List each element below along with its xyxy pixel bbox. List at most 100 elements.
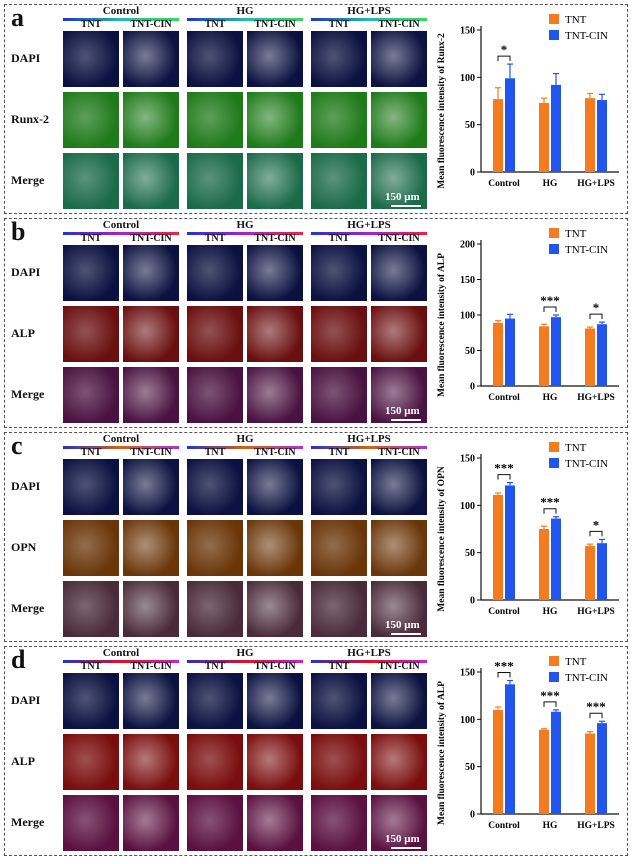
legend-label: TNT <box>565 656 587 668</box>
micrograph-alp <box>63 734 119 790</box>
legend-label: TNT-CIN <box>565 458 608 470</box>
micrograph-runx-2 <box>123 92 179 148</box>
significance-bracket <box>589 313 603 320</box>
micrograph-dapi <box>63 673 119 729</box>
significance-bracket <box>543 508 557 514</box>
micrograph-merge <box>311 153 367 209</box>
group-gradient-bar <box>63 18 179 21</box>
bar-tnt <box>585 98 595 172</box>
panel-b: b Control TNT TNT-CIN HG TNT TNT-CIN HG+LPS TNT T… <box>4 217 628 428</box>
subgroup-header: TNT <box>328 233 350 244</box>
subgroup-header: TNT <box>204 447 226 458</box>
y-tick-label: 200 <box>460 240 475 251</box>
panel-d: d Control TNT TNT-CIN HG TNT TNT-CIN HG+LPS TNT T… <box>4 645 628 856</box>
subgroup-header: TNT <box>204 233 226 244</box>
micrograph-runx-2 <box>63 92 119 148</box>
micrograph-alp <box>247 734 303 790</box>
legend-swatch <box>549 458 559 468</box>
micrograph-merge <box>123 795 179 851</box>
micrograph-opn <box>63 520 119 576</box>
significance-bracket <box>497 672 511 678</box>
row-label: ALP <box>11 326 35 340</box>
micrograph-merge <box>247 367 303 423</box>
scale-bar-label: 150 μm <box>385 833 420 845</box>
micrograph-dapi <box>371 245 427 301</box>
subgroup-header: TNT-CIN <box>130 233 172 244</box>
x-tick-label: HG+LPS <box>577 607 615 617</box>
x-tick-label: Control <box>488 179 520 189</box>
significance-bracket <box>543 701 557 707</box>
micrograph-opn <box>371 520 427 576</box>
row-label: OPN <box>11 540 37 554</box>
y-axis-label: Mean fluorescence intensity of OPN <box>437 466 447 612</box>
group-header: HG <box>236 433 254 445</box>
scale-bar-label: 150 μm <box>385 191 420 203</box>
micrograph-dapi <box>311 459 367 515</box>
significance-marker: * <box>593 300 600 315</box>
micrograph-dapi <box>187 31 243 87</box>
micrograph-merge <box>63 367 119 423</box>
bar-chart: Mean fluorescence intensity of Runx-2 0 50… <box>437 14 619 189</box>
micrograph-runx-2 <box>247 92 303 148</box>
subgroup-header: TNT <box>204 19 226 30</box>
legend-label: TNT-CIN <box>565 672 608 684</box>
bar-tnt <box>585 546 595 600</box>
micrograph-merge <box>63 153 119 209</box>
row-label: Merge <box>11 815 45 829</box>
legend-label: TNT <box>565 14 587 26</box>
group-gradient-bar <box>63 232 179 235</box>
x-tick-label: HG <box>543 821 558 831</box>
row-label: ALP <box>11 754 35 768</box>
panel-label: a <box>11 3 24 32</box>
row-label: Merge <box>11 601 45 615</box>
bar-tnt-cin <box>597 723 607 814</box>
legend-label: TNT-CIN <box>565 30 608 42</box>
micrograph-dapi <box>311 31 367 87</box>
scale-bar <box>391 205 421 207</box>
y-tick-label: 100 <box>460 715 475 726</box>
micrograph-merge <box>371 581 427 637</box>
bar-tnt-cin <box>551 711 561 814</box>
bar-tnt-cin <box>551 317 561 386</box>
row-label: DAPI <box>11 265 41 279</box>
significance-bracket <box>497 55 511 62</box>
x-tick-label: Control <box>488 393 520 403</box>
legend-label: TNT <box>565 442 587 454</box>
micrograph-dapi <box>63 31 119 87</box>
bar-tnt <box>539 729 549 814</box>
legend-swatch <box>549 672 559 682</box>
significance-bracket <box>589 712 603 719</box>
legend-swatch <box>549 14 559 24</box>
micrograph-opn <box>187 520 243 576</box>
bar-chart: Mean fluorescence intensity of ALP 0 50 100… <box>437 228 619 403</box>
micrograph-dapi <box>187 673 243 729</box>
significance-marker: *** <box>540 293 560 308</box>
y-tick-label: 150 <box>460 668 475 679</box>
subgroup-header: TNT <box>80 661 102 672</box>
y-tick-label: 0 <box>470 168 475 179</box>
group-header: HG <box>236 647 254 659</box>
micrograph-dapi <box>187 245 243 301</box>
micrograph-opn <box>311 520 367 576</box>
micrograph-merge <box>311 795 367 851</box>
significance-marker: * <box>501 42 508 57</box>
micrograph-merge <box>123 153 179 209</box>
bar-tnt <box>493 99 503 172</box>
row-label: Merge <box>11 387 45 401</box>
micrograph-dapi <box>63 459 119 515</box>
group-header: Control <box>102 647 140 659</box>
bar-tnt-cin <box>597 324 607 386</box>
bar-tnt <box>539 102 549 172</box>
legend-swatch <box>549 442 559 452</box>
y-axis-label: Mean fluorescence intensity of ALP <box>437 681 447 825</box>
micrograph-opn <box>247 520 303 576</box>
panel-label: c <box>11 431 23 460</box>
significance-marker: * <box>593 517 600 532</box>
significance-bracket <box>497 474 511 480</box>
panel-label: b <box>11 217 26 246</box>
micrograph-merge <box>63 795 119 851</box>
group-header: Control <box>102 433 140 445</box>
row-label: DAPI <box>11 693 41 707</box>
legend-swatch <box>549 30 559 40</box>
subgroup-header: TNT <box>80 19 102 30</box>
